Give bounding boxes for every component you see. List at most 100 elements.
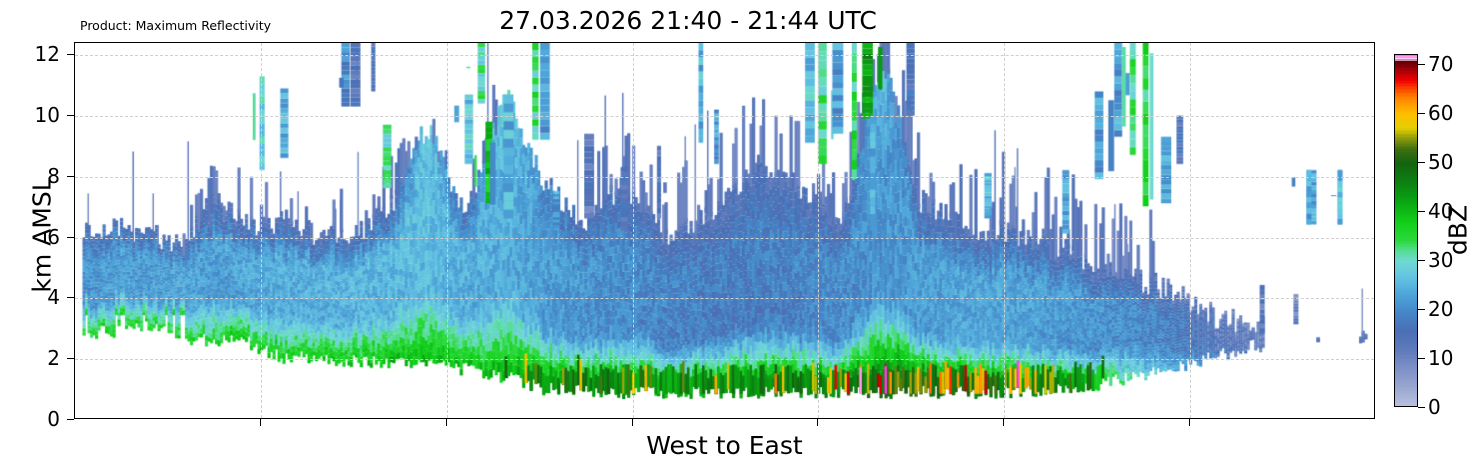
colorbar-segment [1395,88,1417,91]
colorbar-segment [1395,142,1417,145]
colorbar-segment [1395,104,1417,107]
colorbar-segment [1395,69,1417,72]
colorbar [1394,54,1418,407]
product-label: Product: Maximum Reflectivity [80,18,272,33]
colorbar-segment [1395,79,1417,83]
colorbar-tick-label: 20 [1428,296,1454,321]
colorbar-segment [1395,350,1417,353]
colorbar-segment [1395,81,1417,84]
y-tick-mark [67,297,74,299]
colorbar-segment [1395,119,1417,122]
colorbar-tick-label: 40 [1428,198,1454,223]
x-tick-mark [259,419,261,426]
colorbar-segment [1395,348,1417,352]
colorbar-segment [1395,179,1417,182]
x-axis-label: West to East [646,431,803,460]
colorbar-segment [1395,189,1417,192]
colorbar-segment [1395,293,1417,296]
colorbar-segment [1395,72,1417,75]
colorbar-segment [1395,343,1417,346]
colorbar-segment [1395,100,1417,103]
colorbar-segment [1395,392,1417,396]
x-tick-mark [1189,419,1191,426]
colorbar-segment [1395,382,1417,385]
colorbar-segment [1395,68,1417,71]
colorbar-segment [1395,237,1417,241]
colorbar-segment [1395,202,1417,205]
colorbar-segment [1395,246,1417,249]
colorbar-segment [1395,359,1417,362]
colorbar-segment [1395,126,1417,129]
colorbar-segment [1395,169,1417,172]
colorbar-segment [1395,369,1417,372]
colorbar-segment [1395,62,1417,65]
colorbar-segment [1395,404,1417,406]
colorbar-segment [1395,91,1417,94]
colorbar-segment [1395,388,1417,391]
colorbar-segment [1395,223,1417,226]
colorbar-tick-mark [1418,259,1425,261]
colorbar-segment [1395,375,1417,378]
colorbar-segment [1395,65,1417,68]
colorbar-segment [1395,195,1417,198]
y-tick-mark [67,114,74,116]
colorbar-segment [1395,176,1417,179]
colorbar-segment [1395,110,1417,113]
colorbar-segment [1395,367,1417,371]
colorbar-segment [1395,150,1417,153]
colorbar-segment [1395,394,1417,397]
colorbar-segment [1395,395,1417,398]
colorbar-segment [1395,366,1417,369]
colorbar-segment [1395,131,1417,134]
colorbar-segment [1395,269,1417,273]
colorbar-segment [1395,400,1417,403]
colorbar-segment [1395,272,1417,276]
colorbar-segment [1395,226,1417,229]
colorbar-segment [1395,74,1417,77]
colorbar-segment [1395,363,1417,366]
colorbar-tick-label: 70 [1428,51,1454,76]
colorbar-segment [1395,208,1417,211]
colorbar-segment [1395,207,1417,210]
colorbar-segment [1395,183,1417,186]
colorbar-segment [1395,360,1417,363]
colorbar-segment [1395,57,1417,61]
colorbar-segment [1395,308,1417,311]
colorbar-segment [1395,215,1417,219]
colorbar-segment [1395,167,1417,170]
colorbar-segment [1395,389,1417,393]
colorbar-segment [1395,248,1417,251]
colorbar-segment [1395,114,1417,118]
colorbar-segment [1395,287,1417,290]
colorbar-segment [1395,286,1417,289]
colorbar-segment [1395,170,1417,173]
colorbar-segment [1395,122,1417,125]
colorbar-segment [1395,277,1417,280]
y-tick-mark [67,54,74,56]
colorbar-segment [1395,319,1417,322]
colorbar-tick-mark [1418,210,1425,212]
colorbar-segment [1395,357,1417,360]
colorbar-segment [1395,204,1417,207]
colorbar-segment [1395,239,1417,242]
y-tick-label: 10 [34,102,60,127]
colorbar-segment [1395,397,1417,400]
colorbar-segment [1395,75,1417,78]
colorbar-segment [1395,261,1417,264]
colorbar-segment [1395,381,1417,384]
colorbar-segment [1395,117,1417,121]
colorbar-segment [1395,144,1417,147]
colorbar-segment [1395,233,1417,236]
colorbar-segment [1395,193,1417,197]
colorbar-segment [1395,132,1417,135]
colorbar-segment [1395,82,1417,86]
colorbar-segment [1395,337,1417,340]
colorbar-tick-mark [1418,161,1425,163]
colorbar-segment [1395,329,1417,333]
colorbar-segment [1395,322,1417,325]
colorbar-segment [1395,321,1417,324]
colorbar-segment [1395,151,1417,154]
colorbar-segment [1395,172,1417,175]
colorbar-segment [1395,182,1417,185]
